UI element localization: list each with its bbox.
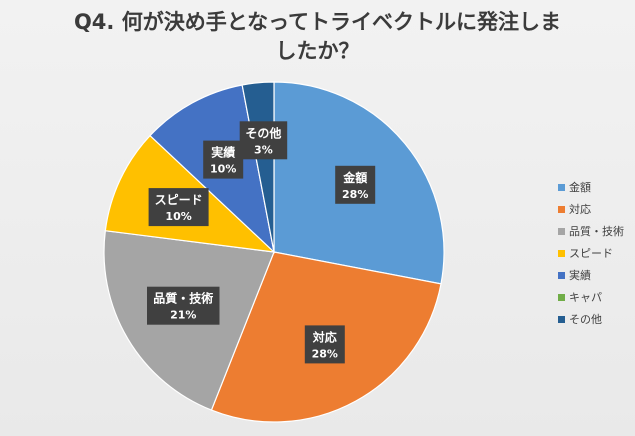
data-label-box <box>148 188 209 227</box>
data-label-percent: 3% <box>254 143 273 156</box>
data-label-category: 実績 <box>211 145 235 160</box>
legend-swatch <box>558 249 565 257</box>
chart-title-line-1: Q4. 何が決め手となってトライベクトルに発注しま <box>73 10 562 34</box>
chart-title-line-2: したか？ <box>275 39 360 63</box>
legend-label: スピード <box>569 247 613 260</box>
chart-title: Q4. 何が決め手となってトライベクトルに発注しま したか？ <box>0 8 635 66</box>
data-label-percent: 28% <box>312 347 338 360</box>
data-label-category: 対応 <box>312 329 337 344</box>
legend-label: キャパ <box>569 291 602 304</box>
data-label-box <box>335 165 376 204</box>
data-label-category: 金額 <box>342 170 367 185</box>
legend-label: 対応 <box>569 203 591 216</box>
data-label-category: スピード <box>155 193 203 207</box>
data-label-2: 品質・技術 21% <box>147 286 220 325</box>
legend-item-2: 品質・技術 <box>558 220 624 242</box>
data-label-category: 品質・技術 <box>153 291 213 306</box>
data-label-percent: 10% <box>165 210 191 223</box>
legend-label: 金額 <box>569 181 591 194</box>
legend-swatch <box>558 183 565 191</box>
legend-swatch <box>558 227 565 235</box>
legend-swatch <box>558 315 565 323</box>
legend-item-4: 実績 <box>558 264 624 286</box>
data-label-box <box>304 325 345 364</box>
data-label-0: 金額 28% <box>335 165 376 204</box>
legend-label: その他 <box>569 313 602 326</box>
data-label-4: 実績 10% <box>203 140 244 179</box>
data-label-category: その他 <box>245 125 281 140</box>
pie-data-labels: 金額 28% 対応 28% 品質・技術 21% スピード 10% 実績 10% その他 3% <box>147 121 376 364</box>
legend-item-0: 金額 <box>558 176 624 198</box>
legend-label: 実績 <box>569 269 591 282</box>
legend-label: 品質・技術 <box>569 225 624 238</box>
data-label-box <box>239 121 288 160</box>
legend-item-3: スピード <box>558 242 624 264</box>
legend-item-5: キャパ <box>558 286 624 308</box>
data-label-percent: 21% <box>170 309 196 322</box>
legend-swatch <box>558 205 565 213</box>
data-label-box <box>147 286 220 325</box>
data-label-6: その他 3% <box>239 121 288 160</box>
data-label-percent: 28% <box>342 188 368 201</box>
legend-swatch <box>558 271 565 279</box>
data-label-box <box>203 140 244 179</box>
data-label-1: 対応 28% <box>304 325 345 364</box>
chart-legend: 金額対応品質・技術スピード実績キャパその他 <box>558 176 624 330</box>
legend-item-6: その他 <box>558 308 624 330</box>
legend-item-1: 対応 <box>558 198 624 220</box>
data-label-percent: 10% <box>210 163 236 176</box>
legend-swatch <box>558 293 565 301</box>
data-label-3: スピード 10% <box>148 188 209 227</box>
